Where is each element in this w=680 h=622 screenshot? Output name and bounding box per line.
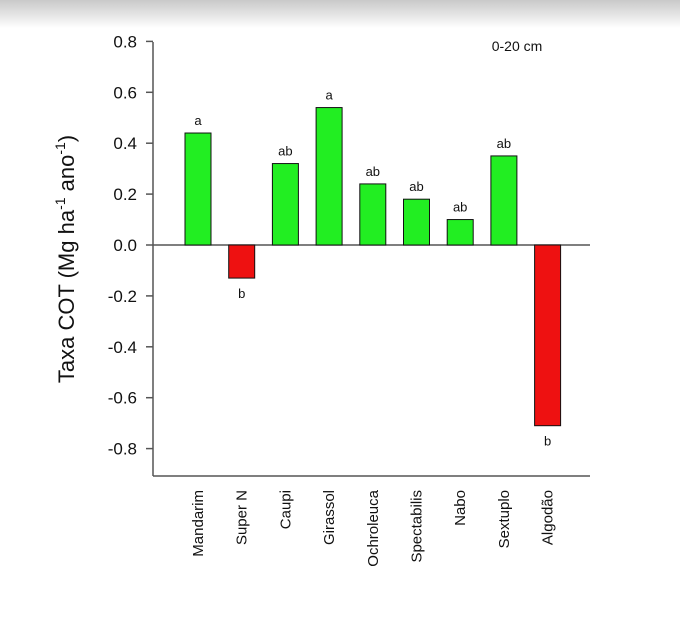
depth-annotation: 0-20 cm: [492, 38, 543, 54]
bar-nabo: [446, 219, 474, 246]
y-axis-title-prefix: Taxa COT (Mg ha: [54, 209, 79, 383]
significance-label-girassol: a: [325, 88, 333, 103]
category-label-nabo: Nabo: [452, 490, 469, 526]
significance-label-sextuplo: ab: [497, 136, 511, 151]
significance-label-mandarim: a: [194, 113, 202, 128]
bar-sextuplo: [490, 155, 518, 246]
bar-caupi: [271, 163, 299, 246]
y-tick-label: 0.4: [113, 134, 137, 153]
y-axis-title-sup2: -1: [52, 142, 68, 155]
y-axis-title-sup1: -1: [52, 197, 68, 210]
y-tick-label: -0.4: [108, 338, 137, 357]
significance-label-algodao: b: [544, 434, 551, 449]
top-shade: [0, 0, 680, 28]
significance-label-spectabilis: ab: [409, 179, 423, 194]
y-tick-label: 0.6: [113, 83, 137, 102]
significance-label-super-n: b: [238, 286, 245, 301]
category-label-super-n: Super N: [234, 490, 251, 545]
bar-girassol: [315, 107, 343, 246]
y-tick-label: -0.2: [108, 287, 137, 306]
y-tick-label: 0.0: [113, 236, 137, 255]
y-axis-title: Taxa COT (Mg ha-1 ano-1): [52, 135, 79, 383]
axis-layer: [152, 42, 590, 477]
bars-layer: [184, 107, 562, 427]
y-axis-title-suffix: ): [54, 135, 79, 142]
category-label-mandarim: Mandarim: [190, 490, 207, 557]
category-label-girassol: Girassol: [321, 490, 338, 545]
y-tick-label: 0.8: [113, 32, 137, 51]
y-tick-label: 0.2: [113, 185, 137, 204]
significance-label-ochroleuca: ab: [366, 164, 380, 179]
y-tick-label: -0.8: [108, 440, 137, 459]
labels-layer: a Mandarim b Super N ab Caupi a Girassol ab Ochro…: [190, 88, 557, 567]
category-label-caupi: Caupi: [277, 490, 294, 529]
category-label-sextuplo: Sextuplo: [496, 490, 513, 548]
bar-mandarim: [184, 132, 212, 246]
category-label-ochroleuca: Ochroleuca: [365, 489, 382, 566]
significance-label-caupi: ab: [278, 144, 292, 159]
significance-label-nabo: ab: [453, 200, 467, 215]
y-tick-label: -0.6: [108, 389, 137, 408]
category-label-algodao: Algodão: [540, 490, 557, 545]
category-label-spectabilis: Spectabilis: [409, 490, 426, 563]
bar-ochroleuca: [359, 183, 387, 246]
ticks-layer: 0.8 0.6 0.4 0.2 0.0 -0.2 -0.4 -0.6 -0.8: [108, 32, 153, 459]
bar-super-n: [228, 244, 256, 279]
bar-spectabilis: [403, 198, 430, 246]
bar-algodao: [534, 244, 562, 427]
y-axis-title-middle: ano: [54, 155, 79, 198]
